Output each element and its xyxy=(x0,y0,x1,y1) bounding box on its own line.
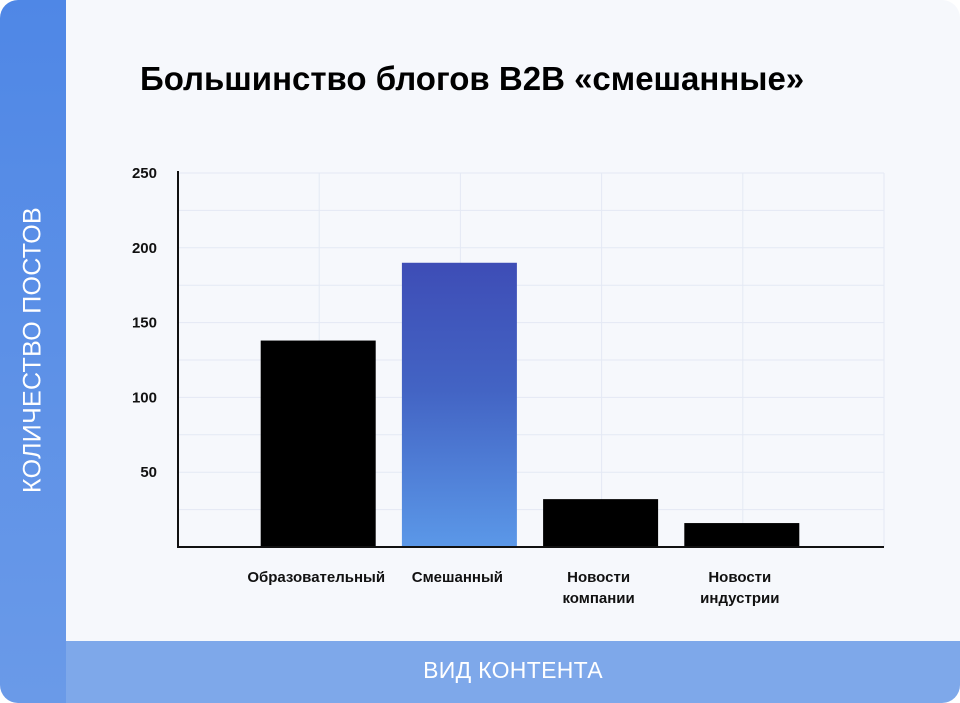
x-axis-label: ВИД КОНТЕНТА xyxy=(423,656,603,683)
x-category-label: компании xyxy=(562,590,634,607)
bar-1 xyxy=(401,262,517,547)
y-tick-label: 100 xyxy=(132,389,157,406)
bar-3 xyxy=(684,523,800,547)
y-tick-label: 150 xyxy=(132,315,157,332)
x-axis-band xyxy=(66,641,960,703)
x-category-label: Новости xyxy=(567,569,630,586)
y-tick-label: 200 xyxy=(132,240,157,257)
y-tick-label: 50 xyxy=(140,464,157,481)
y-tick-labels: 250 200 150 100 50 xyxy=(132,165,157,481)
x-category-labels: Образовательный Смешанный Новости компании Н… xyxy=(247,569,779,607)
chart-title: Большинство блогов B2B «смешанные» xyxy=(140,60,805,97)
x-category-label: индустрии xyxy=(700,590,779,607)
axes xyxy=(177,171,884,548)
x-category-label: Образовательный xyxy=(247,569,385,586)
x-category-label: Смешанный xyxy=(412,569,503,586)
bars xyxy=(260,262,800,547)
y-axis-band xyxy=(0,0,66,703)
bar-2 xyxy=(543,499,659,547)
y-tick-label: 250 xyxy=(132,165,157,182)
bar-0 xyxy=(260,340,376,547)
x-category-label: Новости xyxy=(708,569,771,586)
